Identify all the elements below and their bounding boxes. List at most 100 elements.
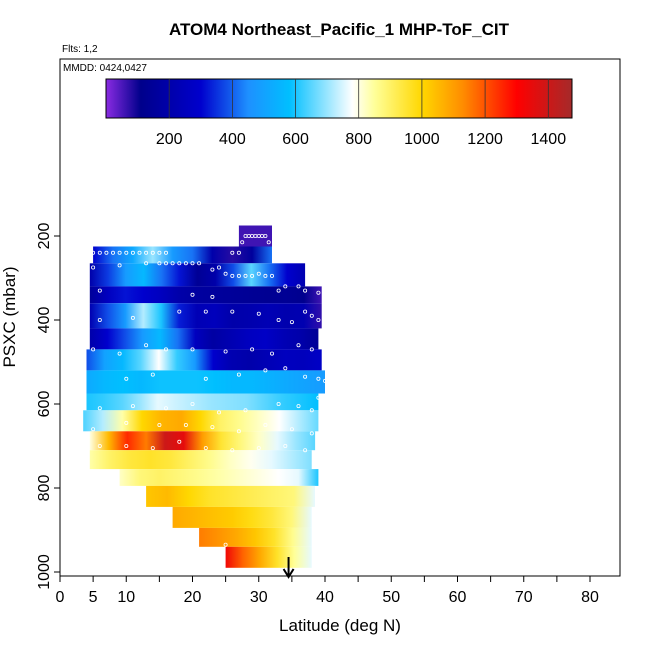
sample-point — [144, 261, 149, 266]
x-tick-label: 10 — [117, 589, 135, 606]
sample-point — [177, 261, 182, 266]
y-tick-label: 600 — [36, 391, 53, 418]
sample-point — [230, 250, 235, 255]
colorbar-tick-label: 400 — [219, 131, 246, 148]
sample-point — [210, 267, 215, 272]
y-axis: 200 400 600 800 1000 — [36, 223, 60, 590]
sample-point — [223, 542, 228, 547]
sample-point — [137, 250, 142, 255]
sample-point — [124, 250, 129, 255]
sample-point — [117, 263, 122, 268]
marker-head — [282, 568, 295, 579]
sample-point — [190, 261, 195, 266]
sample-point — [210, 425, 215, 430]
sample-point — [97, 443, 102, 448]
heatmap-band — [238, 225, 272, 247]
heatmap-band — [172, 506, 312, 528]
heatmap-band — [86, 349, 322, 371]
sample-point — [177, 309, 182, 314]
sample-point — [223, 349, 228, 354]
sample-point — [117, 351, 122, 356]
sample-point — [130, 315, 135, 320]
sample-point — [289, 320, 294, 325]
heatmap-band — [83, 410, 319, 432]
sample-point — [269, 351, 274, 356]
x-tick-label: 70 — [515, 589, 533, 606]
sample-point — [316, 395, 321, 400]
sample-point — [144, 343, 149, 348]
sample-point — [283, 443, 288, 448]
y-axis-label: PSXC (mbar) — [0, 266, 19, 367]
heatmap-band — [89, 263, 306, 287]
sample-point — [216, 410, 221, 415]
sample-point — [130, 250, 135, 255]
heatmap-band — [89, 328, 319, 350]
sample-point — [240, 240, 245, 245]
y-tick-label: 800 — [36, 475, 53, 502]
sample-point — [309, 313, 314, 318]
x-tick-label: 30 — [250, 589, 268, 606]
colorbar-tick-label: 200 — [156, 131, 183, 148]
heatmap-band — [93, 246, 272, 264]
sample-point — [276, 401, 281, 406]
sample-point — [263, 273, 268, 278]
sample-point — [256, 311, 261, 316]
sample-point — [316, 317, 321, 322]
sample-point — [97, 317, 102, 322]
colorbar-tick-label: 600 — [282, 131, 309, 148]
heatmap-band — [199, 527, 312, 547]
heatmap-band — [86, 370, 325, 394]
dates-note: MMDD: 0424,0427 — [63, 63, 147, 74]
sample-point — [97, 250, 102, 255]
sample-point — [124, 376, 129, 381]
heatmap-band — [119, 469, 319, 486]
heatmap-band — [89, 450, 312, 470]
sample-point — [183, 422, 188, 427]
sample-point — [243, 273, 248, 278]
colorbar-tick-label: 1400 — [531, 131, 567, 148]
sample-point — [256, 446, 261, 451]
sample-point — [236, 273, 241, 278]
x-tick-label: 20 — [184, 589, 202, 606]
sample-point — [230, 309, 235, 314]
sample-point — [256, 271, 261, 276]
sample-point — [230, 448, 235, 453]
sample-point — [296, 404, 301, 409]
sample-point — [150, 250, 155, 255]
sample-point — [309, 408, 314, 413]
sample-point — [263, 368, 268, 373]
sample-point — [296, 284, 301, 289]
sample-point — [91, 427, 96, 432]
plot-area — [83, 225, 327, 568]
x-axis: 0 5 10 20 30 40 50 60 70 80 — [56, 576, 599, 606]
sample-point — [283, 284, 288, 289]
sample-point — [276, 317, 281, 322]
sample-point — [266, 240, 271, 245]
sample-point — [236, 429, 241, 434]
colorbar: 200 400 600 800 1000 1200 1400 — [105, 78, 573, 148]
heatmap-band — [146, 485, 315, 507]
sample-point — [163, 347, 168, 352]
heatmap-band — [89, 303, 322, 329]
sample-point — [210, 294, 215, 299]
x-tick-label: 0 — [56, 589, 65, 606]
sample-point — [243, 408, 248, 413]
sample-point — [276, 288, 281, 293]
sample-point — [117, 250, 122, 255]
sample-point — [309, 431, 314, 436]
plot-frame — [59, 58, 621, 577]
sample-point — [223, 271, 228, 276]
x-axis-label: Latitude (deg N) — [279, 616, 401, 635]
heatmap-band — [225, 546, 312, 568]
colorbar-tick-label: 1200 — [467, 131, 503, 148]
sample-point — [150, 372, 155, 377]
sample-point — [263, 422, 268, 427]
sample-point — [104, 250, 109, 255]
sample-point — [296, 343, 301, 348]
sample-point — [190, 401, 195, 406]
sample-point — [157, 261, 162, 266]
sample-point — [91, 250, 96, 255]
colorbar-gradient — [105, 78, 573, 119]
sample-point — [163, 261, 168, 266]
